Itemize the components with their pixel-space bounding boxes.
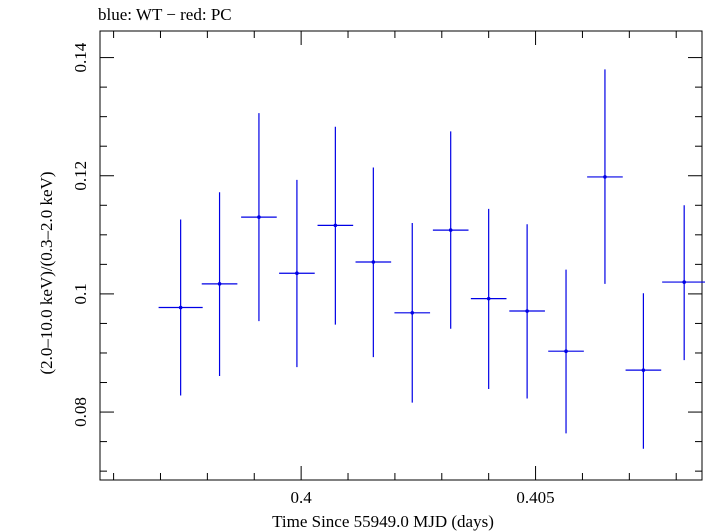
data-point: [625, 293, 662, 449]
data-point: [355, 167, 392, 358]
y-tick-label: 0.1: [71, 283, 90, 304]
data-series: [158, 69, 705, 449]
data-point: [548, 269, 584, 434]
point-marker: [371, 260, 376, 264]
point-marker: [486, 296, 491, 301]
data-point: [587, 69, 623, 284]
y-tick-label: 0.12: [71, 161, 90, 191]
point-marker: [178, 305, 183, 310]
data-point: [432, 131, 469, 329]
point-marker: [525, 309, 529, 313]
point-marker: [603, 175, 607, 179]
point-marker: [333, 223, 338, 228]
point-marker: [641, 368, 646, 372]
y-tick-label: 0.14: [71, 42, 90, 72]
point-marker: [410, 311, 415, 315]
axis-ticks: [100, 31, 702, 480]
data-point: [394, 223, 431, 403]
point-marker: [448, 228, 453, 232]
axis-tick-labels: 0.4 0.405 0.08 0.1 0.12 0.14: [71, 42, 555, 507]
data-point: [201, 192, 238, 377]
data-point: [158, 219, 203, 396]
y-tick-label: 0.08: [71, 397, 90, 427]
plot-frame: [99, 30, 703, 481]
data-point: [509, 224, 545, 399]
x-tick-label: 0.4: [291, 488, 313, 507]
y-axis-label: (2.0–10.0 keV)/(0.3–2.0 keV): [37, 171, 56, 374]
point-marker: [257, 215, 261, 219]
x-axis-label: Time Since 55949.0 MJD (days): [272, 512, 494, 531]
data-point: [317, 126, 354, 325]
point-marker: [217, 282, 222, 286]
point-marker: [564, 349, 568, 354]
data-point: [662, 205, 705, 361]
point-marker: [682, 280, 686, 284]
data-point: [279, 179, 315, 368]
data-point: [470, 208, 507, 390]
chart-title: blue: WT − red: PC: [98, 5, 232, 24]
point-marker: [295, 271, 299, 276]
x-tick-label: 0.405: [516, 488, 554, 507]
data-point: [241, 113, 277, 322]
